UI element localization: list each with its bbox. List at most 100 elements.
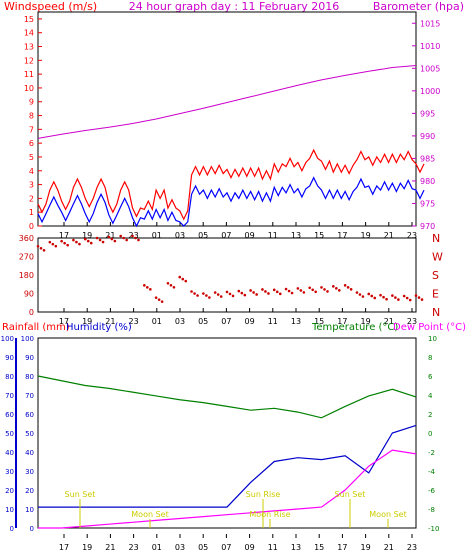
humidity-y-tick-label: 0 xyxy=(30,525,34,533)
direction-point xyxy=(370,294,374,298)
direction-point xyxy=(284,287,288,291)
wind-panel-frame xyxy=(37,11,417,227)
barometer-y-tick-label: 975 xyxy=(420,199,435,208)
windspeed-y-tick-label: 3 xyxy=(29,181,34,190)
rth-x-tick-label: 19 xyxy=(361,543,371,552)
direction-x-tick-label: 19 xyxy=(82,317,92,326)
windspeed-y-tick-label: 4 xyxy=(29,167,34,176)
direction-point xyxy=(219,295,223,298)
wind-x-tick-label: 15 xyxy=(314,231,324,240)
temperature-y-tick-label: -2 xyxy=(428,449,435,457)
temperature-y-tick-label: -4 xyxy=(428,468,436,476)
direction-point xyxy=(264,290,267,293)
direction-point xyxy=(405,296,409,300)
rainfall-y-tick-label: 80 xyxy=(5,373,14,381)
rth-x-tick-label: 23 xyxy=(407,543,417,552)
direction-point xyxy=(134,236,137,240)
direction-point xyxy=(228,292,232,296)
direction-point xyxy=(358,293,362,296)
direction-point xyxy=(420,298,424,301)
direction-point xyxy=(98,238,102,242)
temperature-y-tick-label: 10 xyxy=(428,335,437,343)
compass-label: W xyxy=(432,251,443,264)
rth-x-tick-label: 23 xyxy=(129,543,139,552)
direction-point xyxy=(394,296,397,299)
direction-point xyxy=(119,234,122,238)
humidity-y-tick-label: 80 xyxy=(25,373,34,381)
direction-x-tick-label: 17 xyxy=(337,317,347,326)
direction-point xyxy=(367,292,371,296)
rth-x-tick-label: 09 xyxy=(245,543,255,552)
direction-point xyxy=(160,300,164,303)
direction-point xyxy=(361,295,365,298)
direction-x-tick-label: 17 xyxy=(59,317,69,326)
direction-point xyxy=(314,290,317,294)
rainfall-y-tick-label: 60 xyxy=(5,411,14,419)
direction-point xyxy=(95,236,99,240)
direction-point xyxy=(335,287,338,290)
direction-x-tick-label: 03 xyxy=(175,317,185,326)
humidity-y-tick-label: 30 xyxy=(25,468,34,476)
page-title: 24 hour graph day : 11 February 2016 xyxy=(129,0,340,13)
rth-x-tick-label: 07 xyxy=(221,543,231,552)
windspeed-y-tick-label: 14 xyxy=(24,29,34,38)
direction-y-tick-label: 270 xyxy=(19,253,34,262)
wind-x-tick-label: 19 xyxy=(361,231,371,240)
direction-point xyxy=(89,241,93,245)
wind-x-tick-label: 13 xyxy=(291,231,301,240)
dewpoint-axis-label: Dew Point (°C) xyxy=(393,322,466,333)
series-dew-point---c- xyxy=(38,449,417,529)
direction-point xyxy=(402,294,406,298)
direction-point xyxy=(385,297,388,301)
direction-point xyxy=(267,292,270,295)
astro-annotation-label: Sun Set xyxy=(335,490,366,499)
windspeed-axis-label: Windspeed (m/s) xyxy=(4,0,97,13)
rainfall-y-tick-label: 20 xyxy=(5,487,14,495)
direction-point xyxy=(122,236,125,240)
direction-point xyxy=(143,284,146,287)
direction-point xyxy=(205,294,208,297)
direction-point xyxy=(181,277,185,281)
direction-point xyxy=(349,288,353,291)
direction-point xyxy=(414,294,418,297)
series-average xyxy=(37,176,425,228)
rth-x-tick-label: 01 xyxy=(152,543,162,552)
direction-point xyxy=(154,296,158,299)
rainfall-y-tick-label: 40 xyxy=(5,449,14,457)
direction-point xyxy=(190,290,193,293)
windspeed-y-tick-label: 7 xyxy=(29,125,34,134)
direction-point xyxy=(243,293,247,297)
barometer-y-tick-label: 1000 xyxy=(420,87,440,96)
temperature-y-tick-label: 0 xyxy=(428,430,432,438)
direction-point xyxy=(237,289,241,293)
humidity-y-tick-label: 10 xyxy=(25,506,34,514)
windspeed-y-tick-label: 9 xyxy=(29,98,34,107)
direction-point xyxy=(417,296,421,299)
direction-point xyxy=(113,239,117,243)
rainfall-y-tick-label: 10 xyxy=(5,506,14,514)
temperature-y-tick-label: -6 xyxy=(428,487,436,495)
direction-point xyxy=(42,248,46,252)
astro-annotation-label: Moon Rise xyxy=(249,510,290,519)
direction-point xyxy=(146,286,149,289)
compass-label: N xyxy=(432,232,440,245)
windspeed-y-tick-label: 2 xyxy=(29,194,34,203)
wind-x-tick-label: 09 xyxy=(245,231,255,240)
direction-x-tick-label: 01 xyxy=(152,317,162,326)
humidity-y-tick-label: 90 xyxy=(25,354,34,362)
direction-point xyxy=(66,243,69,247)
wind-x-tick-label: 19 xyxy=(82,231,92,240)
direction-point xyxy=(48,240,52,244)
barometer-y-tick-label: 995 xyxy=(420,109,435,118)
barometer-y-tick-label: 1005 xyxy=(420,64,440,73)
direction-point xyxy=(83,237,87,241)
direction-point xyxy=(172,285,176,289)
direction-point xyxy=(278,292,282,296)
barometer-axis-label: Barometer (hpa) xyxy=(373,0,464,13)
compass-label: E xyxy=(432,288,439,301)
wind-x-tick-label: 17 xyxy=(59,231,69,240)
direction-point xyxy=(184,279,188,283)
direction-point xyxy=(149,288,152,291)
direction-point xyxy=(54,244,58,248)
direction-point xyxy=(72,238,75,242)
